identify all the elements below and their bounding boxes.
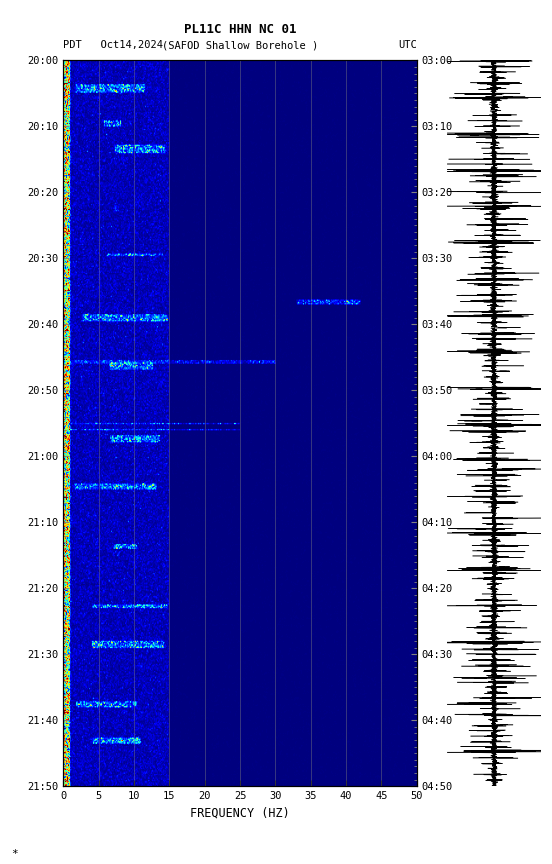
Text: *: * bbox=[11, 849, 18, 859]
Text: PL11C HHN NC 01: PL11C HHN NC 01 bbox=[184, 23, 296, 36]
Text: UTC: UTC bbox=[398, 40, 417, 50]
Text: (SAFOD Shallow Borehole ): (SAFOD Shallow Borehole ) bbox=[162, 40, 319, 50]
Text: PDT   Oct14,2024: PDT Oct14,2024 bbox=[63, 40, 163, 50]
X-axis label: FREQUENCY (HZ): FREQUENCY (HZ) bbox=[190, 807, 290, 820]
